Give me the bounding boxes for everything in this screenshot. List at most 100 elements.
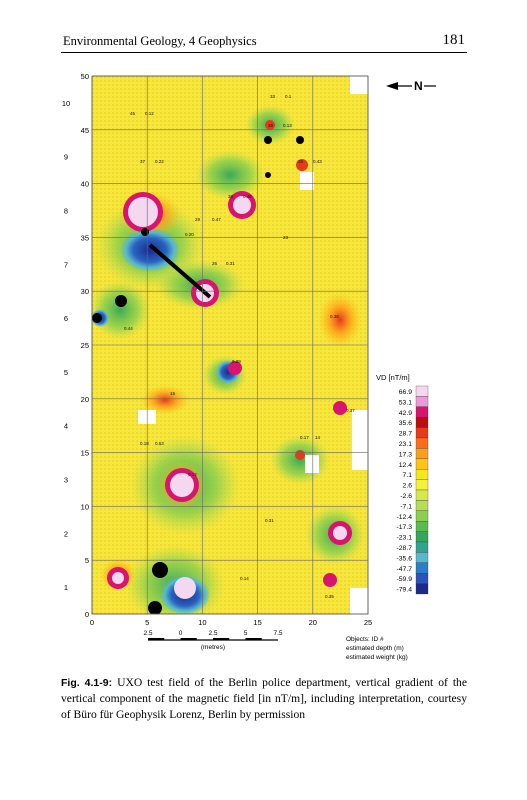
object-label: 0.35 (325, 594, 334, 599)
colorbar-label: -17.3 (397, 524, 413, 531)
x-axis: 0 5 10 15 20 25 (90, 618, 372, 627)
grid-row-label: 7 (64, 260, 68, 269)
object-label: 0.20 (185, 232, 194, 237)
scale-label: 2.5 (208, 630, 217, 637)
x-tick-label: 0 (90, 618, 94, 627)
y-tick-label: 5 (85, 556, 89, 565)
grid-row-label: 3 (64, 476, 68, 485)
y-axis-metres: 0 5 10 15 20 25 30 35 40 45 50 (81, 72, 89, 619)
y-tick-label: 40 (81, 180, 89, 189)
colorbar-label: 42.9 (399, 410, 412, 417)
colorbar-label: -12.4 (397, 514, 413, 521)
object-label: 0.1 (285, 94, 292, 99)
colorbar-label: 35.6 (399, 420, 412, 427)
scale-segment (213, 638, 230, 641)
y-tick-label: 35 (81, 233, 89, 242)
y-tick-label: 10 (81, 502, 89, 511)
x-tick-label: 20 (309, 618, 317, 627)
running-title: Environmental Geology, 4 Geophysics (63, 34, 257, 48)
y-tick-label: 50 (81, 72, 89, 81)
colorbar-swatch (415, 573, 429, 584)
colorbar-label: -59.9 (397, 576, 413, 583)
object-label: 0.22 (155, 159, 164, 164)
x-tick-label: 15 (253, 618, 261, 627)
object-label: 0.29 (232, 359, 241, 364)
colorbar-swatch (415, 427, 429, 439)
object-label: 0.53 (155, 441, 164, 446)
anomaly-layer (92, 76, 368, 614)
colorbar-swatch (415, 531, 429, 543)
grid-row-label: 5 (64, 368, 68, 377)
colorbar-title: VD [nT/m] (376, 373, 410, 382)
colorbar: VD [nT/m] 66.9 53.1 42.9 35.6 28.7 23.1 17.3 12… (376, 373, 429, 595)
caption-text: UXO test field of the Berlin police depa… (61, 676, 467, 721)
colorbar-label: 53.1 (399, 399, 412, 406)
colorbar-swatch (415, 458, 429, 470)
north-label: N (414, 79, 423, 93)
running-header: Environmental Geology, 4 Geophysics 181 (61, 30, 467, 53)
colorbar-swatch (415, 541, 429, 553)
grid-row-label: 10 (62, 99, 70, 108)
object-label: 0.43 (313, 159, 322, 164)
colorbar-label: 23.1 (399, 441, 412, 448)
object-label: 26 (212, 261, 218, 266)
object-label: 0.44 (124, 326, 133, 331)
colorbar-swatch (415, 469, 429, 480)
object-label: 14 (315, 435, 321, 440)
caption-label: Fig. 4.1-9: (61, 677, 113, 689)
colorbar-swatch (415, 479, 429, 491)
grid-row-label: 6 (64, 314, 68, 323)
y-tick-label: 25 (81, 341, 89, 350)
object-label: 0.13 (283, 123, 292, 128)
legend-line-depth: estimated depth (m) (346, 645, 404, 652)
map-area: 33 0.1 45 0.12 38 0.13 37 0.22 35 0.43 38 0.46 29 0.4… (91, 75, 369, 615)
object-label: 29 (195, 217, 201, 222)
x-tick-label: 10 (198, 618, 206, 627)
grid-row-label: 8 (64, 207, 68, 216)
y-tick-label: 20 (81, 395, 89, 404)
scale-label: 2.5 (143, 630, 152, 637)
object-label: 0.17 (300, 435, 309, 440)
colorbar-swatch (415, 417, 429, 428)
object-label: 15 (170, 391, 176, 396)
object-label: 23 (283, 235, 289, 240)
colorbar-label: 17.3 (399, 451, 412, 458)
colorbar-swatch (415, 562, 429, 574)
object-label: 45 (130, 111, 136, 116)
colorbar-label: -28.7 (397, 545, 413, 552)
colorbar-swatch (415, 583, 429, 595)
grid-row-label: 2 (64, 529, 68, 538)
x-tick-label: 5 (145, 618, 149, 627)
y-axis-grid-rows: 1 2 3 4 5 6 7 8 9 10 (62, 99, 70, 592)
colorbar-swatch (415, 385, 429, 397)
colorbar-swatch (415, 552, 429, 563)
colorbar-label: 7.1 (403, 472, 413, 479)
colorbar-swatch (415, 489, 429, 501)
object-label: 0.12 (145, 111, 154, 116)
y-tick-label: 30 (81, 287, 89, 296)
colorbar-label: 28.7 (399, 431, 412, 438)
colorbar-label: 2.6 (403, 483, 413, 490)
colorbar-label: -23.1 (397, 535, 413, 542)
object-label: 0.47 (212, 217, 221, 222)
object-label: 35 (298, 159, 304, 164)
grid-row-label: 1 (64, 583, 68, 592)
colorbar-swatch (415, 521, 429, 532)
y-tick-label: 45 (81, 126, 89, 135)
objects-legend: Objects: ID # estimated depth (m) estima… (346, 636, 408, 661)
x-tick-label: 25 (364, 618, 372, 627)
scale-label: 0 (179, 630, 183, 637)
page-number: 181 (442, 32, 466, 48)
colorbar-label: -79.4 (397, 587, 413, 594)
colorbar-label: -47.7 (397, 566, 413, 573)
object-label: 0.38 (330, 314, 339, 319)
object-label: 38 (268, 123, 274, 128)
object-label: 33 (270, 94, 276, 99)
object-label: 0.31 (226, 261, 235, 266)
scale-bar: 2.5 0 2.5 5 7.5 (metres) (143, 630, 282, 651)
object-label: 0.14 (240, 576, 249, 581)
legend-line-weight: estimated weight (kg) (346, 654, 408, 661)
north-arrow: N (386, 79, 436, 93)
scale-segment (148, 638, 165, 641)
